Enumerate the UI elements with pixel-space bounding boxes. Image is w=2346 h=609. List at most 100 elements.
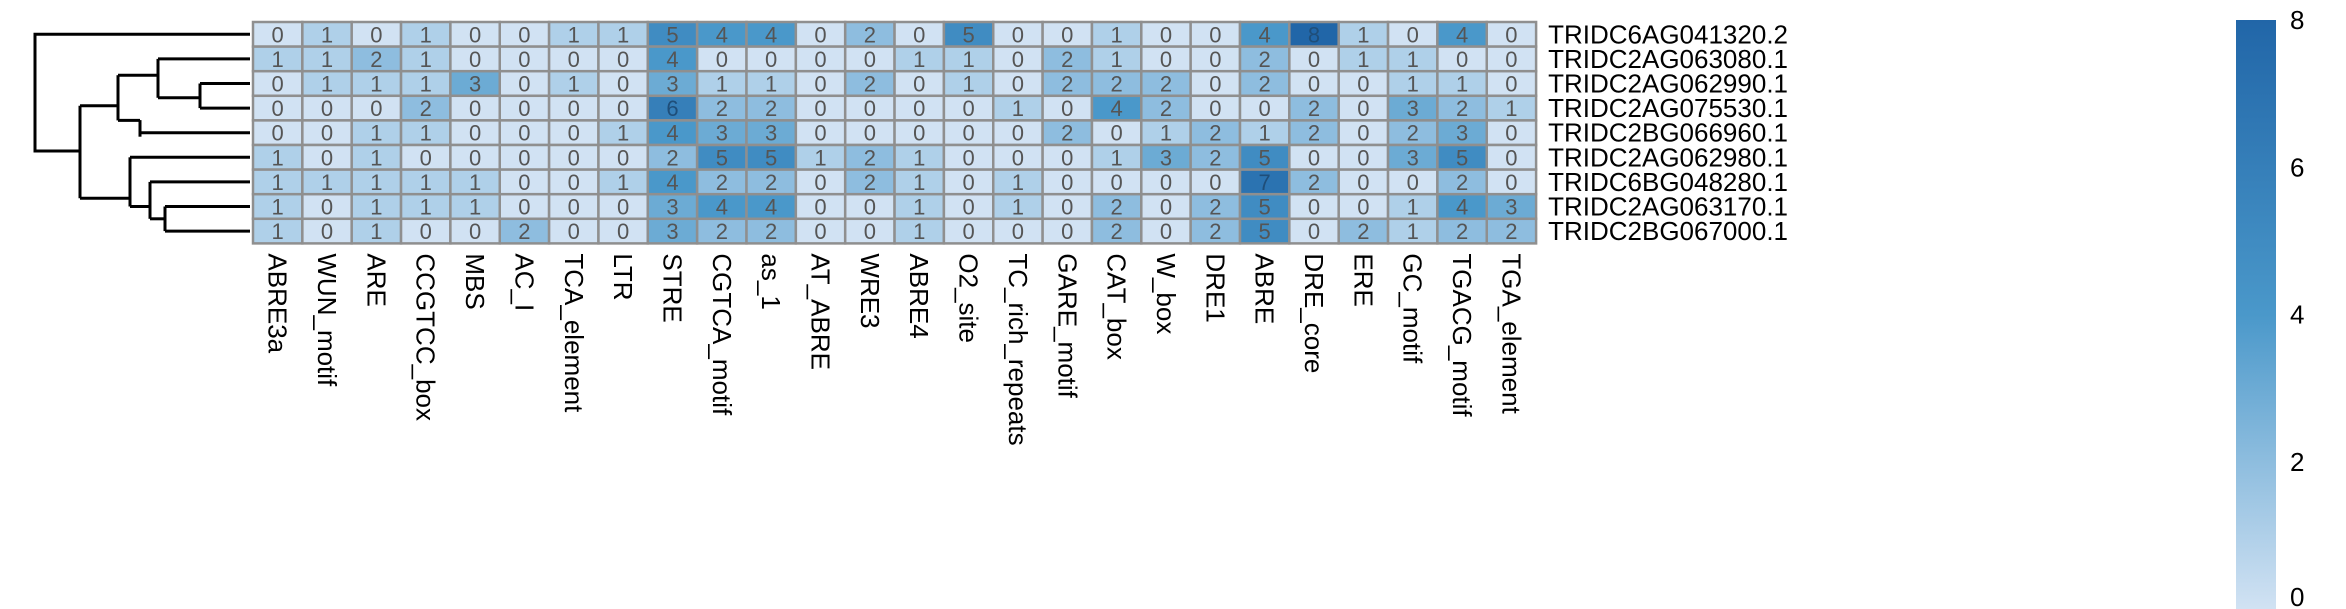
- cell-value-label: 0: [864, 96, 876, 121]
- heatmap-cell: [1189, 217, 1242, 245]
- cell-value-label: 0: [1012, 121, 1024, 146]
- cell-value-label: 0: [1061, 219, 1073, 244]
- cell-value-label: 0: [469, 219, 481, 244]
- cell-value-label: 2: [1308, 121, 1320, 146]
- heatmap-cell: [794, 217, 847, 245]
- cell-value-label: 1: [370, 219, 382, 244]
- cell-value-label: 5: [1456, 145, 1468, 170]
- cell-value-label: 2: [1259, 72, 1271, 97]
- column-label: AT_ABRE: [806, 253, 836, 370]
- cell-value-label: 2: [1061, 72, 1073, 97]
- cell-value-label: 0: [272, 121, 284, 146]
- column-label: ABRE3a: [263, 253, 293, 353]
- cell-value-label: 0: [568, 195, 580, 220]
- cell-value-label: 0: [370, 96, 382, 121]
- column-label: TC_rich_repeats: [1003, 253, 1033, 445]
- cell-value-label: 0: [1505, 22, 1517, 47]
- row-label: TRIDC2BG066960.1: [1548, 118, 1788, 148]
- cell-value-label: 1: [1456, 72, 1468, 97]
- cell-value-label: 0: [568, 121, 580, 146]
- cell-value-label: 0: [1012, 72, 1024, 97]
- cell-value-label: 0: [1308, 145, 1320, 170]
- heatmap-cell: [646, 143, 699, 171]
- heatmap-cell: [1436, 119, 1489, 147]
- cell-value-label: 0: [1061, 170, 1073, 195]
- cell-value-label: 2: [1209, 219, 1221, 244]
- cell-value-label: 0: [518, 22, 530, 47]
- cell-value-label: 3: [666, 219, 678, 244]
- cell-value-label: 2: [1308, 96, 1320, 121]
- heatmap-cell: [449, 217, 501, 245]
- cell-value-label: 0: [518, 145, 530, 170]
- cell-value-label: 1: [370, 170, 382, 195]
- cell-value-label: 1: [370, 72, 382, 97]
- cell-value-label: 0: [1012, 22, 1024, 47]
- cell-value-label: 2: [666, 145, 678, 170]
- heatmap-cell: [942, 69, 995, 98]
- cell-value-label: 1: [272, 145, 284, 170]
- cell-value-label: 0: [814, 47, 826, 72]
- column-label: ABRE: [1250, 253, 1280, 324]
- heatmap-cell: [498, 94, 551, 122]
- cell-value-label: 0: [1209, 22, 1221, 47]
- cell-value-label: 0: [962, 96, 974, 121]
- row-label: TRIDC2AG062980.1: [1548, 142, 1788, 172]
- cell-value-label: 5: [716, 145, 728, 170]
- cell-value-label: 0: [1209, 96, 1221, 121]
- cell-value-label: 1: [962, 72, 974, 97]
- cell-value-label: 2: [864, 72, 876, 97]
- cell-value-label: 1: [765, 72, 777, 97]
- column-labels: ABRE3a WUN_motif ARE CCGTCC_box MBS AC_I TCA_e…: [263, 253, 1527, 445]
- dendrogram-branch: [33, 32, 250, 153]
- cell-value-label: 0: [1160, 22, 1172, 47]
- cell-value-label: 5: [666, 22, 678, 47]
- cell-value-label: 0: [1357, 72, 1369, 97]
- cell-value-label: 2: [1209, 121, 1221, 146]
- cell-value-label: 2: [1160, 96, 1172, 121]
- cell-value-label: 0: [1111, 121, 1123, 146]
- cell-value-label: 2: [765, 219, 777, 244]
- cell-value-label: 0: [1357, 195, 1369, 220]
- cell-value-label: 0: [518, 47, 530, 72]
- heatmap-cell: [1041, 69, 1094, 98]
- cell-value-label: 5: [1259, 219, 1271, 244]
- cell-value-label: 4: [1111, 96, 1123, 121]
- cell-value-label: 0: [1209, 170, 1221, 195]
- cell-value-label: 0: [1111, 170, 1123, 195]
- cell-value-label: 0: [272, 72, 284, 97]
- cell-value-label: 0: [1357, 121, 1369, 146]
- cell-value-label: 1: [617, 121, 629, 146]
- cell-value-label: 1: [962, 47, 974, 72]
- cell-value-label: 3: [1407, 96, 1419, 121]
- cell-value-label: 0: [1259, 96, 1271, 121]
- column-label: TGA_element: [1496, 253, 1526, 414]
- heatmap-cell: [1485, 168, 1538, 196]
- cell-value-label: 0: [321, 219, 333, 244]
- cell-value-label: 0: [1209, 47, 1221, 72]
- heatmap-cell: [745, 192, 798, 221]
- cell-value-label: 0: [617, 47, 629, 72]
- heatmap-cell: [399, 143, 452, 171]
- cell-value-label: 0: [962, 121, 974, 146]
- cell-value-label: 0: [1456, 47, 1468, 72]
- heatmap-cell: [1288, 119, 1340, 147]
- heatmap-cell: [399, 168, 452, 196]
- column-label: W_box: [1151, 253, 1181, 334]
- cell-value-label: 0: [568, 47, 580, 72]
- cell-value-label: 0: [864, 195, 876, 220]
- colorbar-tick-label: 2: [2290, 447, 2304, 477]
- cell-value-label: 0: [864, 219, 876, 244]
- heatmap-cell: [942, 217, 995, 245]
- cell-value-label: 2: [1456, 170, 1468, 195]
- column-label: AC_I: [509, 253, 539, 311]
- cell-value-label: 3: [1407, 145, 1419, 170]
- cell-value-label: 0: [1012, 145, 1024, 170]
- cell-value-label: 0: [1308, 47, 1320, 72]
- cell-value-label: 1: [272, 170, 284, 195]
- column-label: MBS: [460, 253, 490, 309]
- cell-value-label: 1: [321, 72, 333, 97]
- heatmap-cell: [1485, 45, 1538, 73]
- cell-value-label: 0: [814, 22, 826, 47]
- column-label: DRE_core: [1299, 253, 1329, 373]
- heatmap-cell: [893, 20, 946, 48]
